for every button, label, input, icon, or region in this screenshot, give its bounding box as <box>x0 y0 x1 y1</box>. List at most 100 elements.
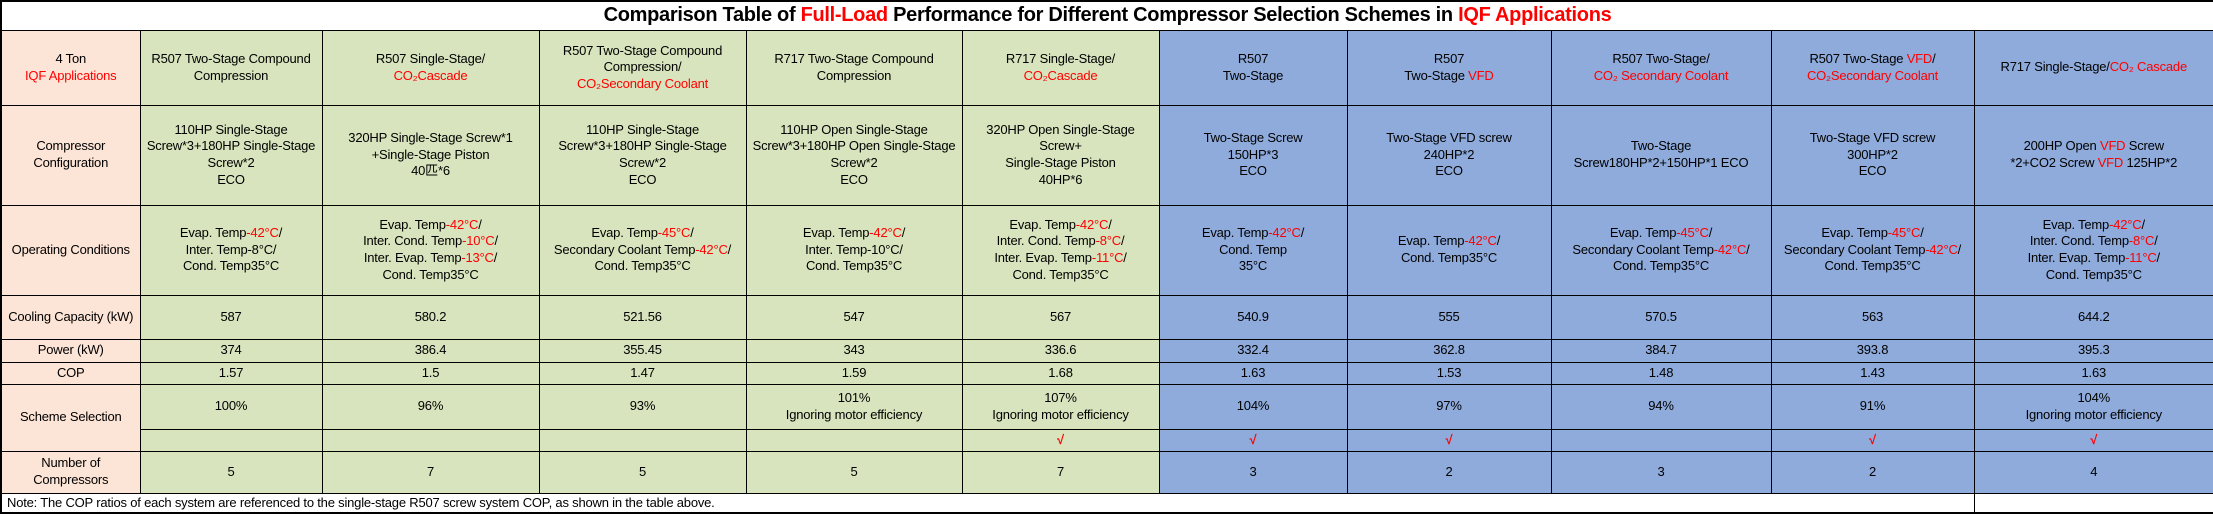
cooling-capacity-cell-9: 563 <box>1770 294 1975 340</box>
text-segment: Evap. Temp <box>1821 225 1888 241</box>
cooling-capacity-cell-2: 580.2 <box>321 294 540 340</box>
text-segment: Comparison Table of <box>603 4 801 26</box>
red-text-segment: -11°C <box>2125 250 2157 266</box>
red-text-segment: -45°C <box>1676 225 1709 241</box>
power-cell-7: 362.8 <box>1346 338 1552 363</box>
scheme-checkmarks-cell-10: √ <box>1973 428 2213 452</box>
red-text-segment: CO₂Cascade <box>1023 67 1098 83</box>
text-segment: ECO <box>840 171 868 187</box>
cop-cell-10: 1.63 <box>1973 361 2213 385</box>
power-cell-4: 343 <box>745 338 963 363</box>
text-segment: / <box>1300 225 1305 241</box>
text-segment: 395.3 <box>2077 342 2110 358</box>
operating-conditions-cell-1: Evap. Temp-42°C/Inter. Temp-8°C/Cond. Te… <box>139 204 323 296</box>
compressor-configuration-cell-9: Two-Stage VFD screw 300HP*2 ECO <box>1770 104 1975 206</box>
cooling-capacity-cell-7: 555 <box>1346 294 1552 340</box>
text-segment: 104% <box>1236 398 1270 414</box>
red-text-segment: CO₂Cascade <box>393 67 468 83</box>
text-segment: 104% <box>2077 389 2111 405</box>
text-segment: / <box>2141 216 2145 232</box>
red-text-segment: √ <box>1445 431 1453 447</box>
cooling-capacity-cell-6: 540.9 <box>1158 294 1348 340</box>
text-segment: Ignoring motor efficiency <box>992 406 1129 422</box>
text-segment: 1.53 <box>1436 364 1462 380</box>
text-segment: Inter. Evap. Temp <box>363 250 462 266</box>
scheme-checkmarks-cell-7: √ <box>1346 428 1552 452</box>
text-segment: 2 <box>1868 463 1877 479</box>
text-segment: 125HP*2 <box>2123 155 2178 171</box>
text-segment: 547 <box>843 308 865 324</box>
power-label: Power (kW) <box>0 338 141 363</box>
text-segment: Single-Stage Piston <box>1005 155 1116 171</box>
text-segment: 2 <box>1445 463 1453 479</box>
compressor-configuration-cell-8: Two-Stage Screw180HP*2+150HP*1 ECO <box>1550 104 1772 206</box>
row-cooling-capacity: Cooling Capacity (kW) 587 580.2 521.56 547 56… <box>0 294 2213 340</box>
text-segment: Scheme Selection <box>19 409 122 425</box>
text-segment: R507 Two-Stage Compound Compression <box>151 50 311 83</box>
red-text-segment: -8°C <box>1095 233 1122 249</box>
scheme-selection-cell-9: 91% <box>1770 383 1975 430</box>
text-segment: 1.63 <box>2081 364 2107 380</box>
text-segment: Inter. Temp-8°C/ <box>185 241 277 257</box>
text-segment: / <box>1108 216 1112 232</box>
scheme-selection-cell-1: 100% <box>139 383 323 430</box>
row-operating-conditions: Operating Conditions Evap. Temp-42°C/Inte… <box>0 204 2213 296</box>
text-segment: / <box>690 225 694 241</box>
text-segment: / <box>1957 241 1962 257</box>
text-segment: / <box>1932 50 1936 66</box>
text-segment: 5 <box>227 463 235 479</box>
text-segment: 332.4 <box>1237 342 1269 358</box>
scheme-selection-cell-5: 107% Ignoring motor efficiency <box>961 383 1160 430</box>
text-segment: R507 Two-Stage Compound Compression/ <box>562 42 723 75</box>
red-text-segment: -42°C <box>1925 241 1958 257</box>
row-scheme-selection: Scheme Selection 100% 96% 93% 101% Ignoring m… <box>0 383 2213 452</box>
compressor-configuration-cell-3: 110HP Single-Stage Screw*3+180HP Single-… <box>538 104 747 206</box>
text-segment: 35°C <box>1238 258 1268 274</box>
text-segment: 644.2 <box>2077 308 2110 324</box>
scheme-selection-cell-10: 104% Ignoring motor efficiency <box>1973 383 2213 430</box>
operating-conditions-cell-10: Evap. Temp-42°C/Inter. Cond. Temp-8°C/In… <box>1973 204 2213 296</box>
text-segment: Power (kW) <box>37 342 104 358</box>
red-text-segment: -42°C <box>695 241 728 257</box>
text-segment: 386.4 <box>414 342 447 358</box>
text-segment: Performance for Different Compressor Sel… <box>887 4 1459 26</box>
text-segment: 393.8 <box>1856 342 1889 358</box>
text-segment: 540.9 <box>1237 308 1269 324</box>
scheme-header-cell-2: R507 Single-Stage/CO₂Cascade <box>321 29 540 106</box>
red-text-segment: -42°C <box>246 225 279 241</box>
text-segment: 93% <box>629 398 656 414</box>
text-segment: / <box>1120 233 1125 249</box>
text-segment: ECO <box>628 171 657 187</box>
text-segment: 587 <box>220 308 242 324</box>
compressor-configuration-cell-6: Two-Stage Screw 150HP*3 ECO <box>1158 104 1348 206</box>
compressor-configuration-cell-4: 110HP Open Single-Stage Screw*3+180HP Op… <box>745 104 963 206</box>
text-segment: 1.68 <box>1048 364 1073 380</box>
cop-cell-8: 1.48 <box>1550 361 1772 385</box>
text-segment: Cond. Temp35°C <box>1612 258 1710 274</box>
cop-cell-1: 1.57 <box>139 361 323 385</box>
text-segment: Ignoring motor efficiency <box>2025 406 2163 422</box>
scheme-header-cell-7: R507 Two-Stage VFD <box>1346 29 1552 106</box>
compressor-configuration-cell-2: 320HP Single-Stage Screw*1 +Single-Stage … <box>321 104 540 206</box>
red-text-segment: -13°C <box>461 250 494 266</box>
text-segment: Evap. Temp <box>591 225 658 241</box>
text-segment: Two-Stage <box>1630 138 1692 154</box>
text-segment: 110HP Single-Stage Screw*3+180HP Single-… <box>146 121 316 171</box>
red-text-segment: -45°C <box>657 225 691 241</box>
text-segment: Evap. Temp <box>379 216 446 232</box>
cooling-capacity-label: Cooling Capacity (kW) <box>0 294 141 340</box>
operating-conditions-cell-4: Evap. Temp-42°C/Inter. Temp-10°C/Cond. T… <box>745 204 963 296</box>
cooling-capacity-cell-4: 547 <box>745 294 963 340</box>
text-segment: Inter. Cond. Temp <box>2029 233 2129 249</box>
text-segment: Screw <box>2125 138 2164 154</box>
operating-conditions-label: Operating Conditions <box>0 204 141 296</box>
cooling-capacity-cell-10: 644.2 <box>1973 294 2213 340</box>
text-segment: 40匹*6 <box>411 163 450 179</box>
number-of-compressors-cell-8: 3 <box>1550 450 1772 494</box>
text-segment: Inter. Cond. Temp <box>363 233 463 249</box>
text-segment: 5 <box>850 463 858 479</box>
row-cop: COP 1.57 1.5 1.47 1.59 1.68 1.63 1.53 1.48 1.43 1.… <box>0 361 2213 385</box>
text-segment: R507 Two-Stage <box>1809 50 1907 66</box>
text-segment: 384.7 <box>1645 342 1677 358</box>
text-segment: Two-Stage <box>1404 67 1469 83</box>
